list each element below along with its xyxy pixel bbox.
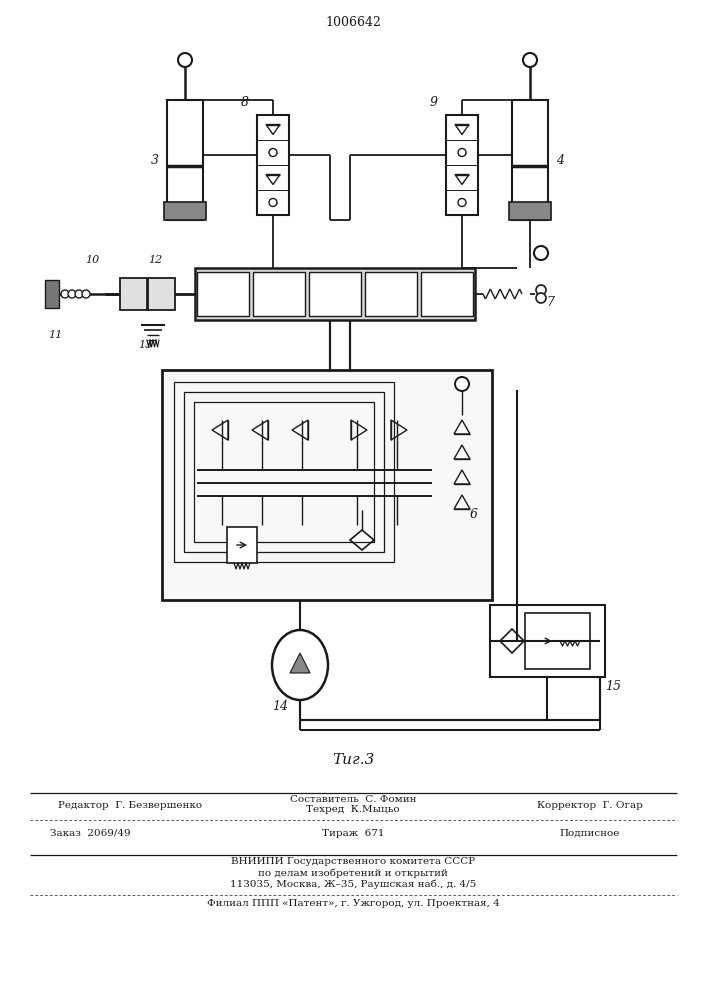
Text: 15: 15	[605, 680, 621, 694]
Text: 13: 13	[138, 340, 152, 350]
Text: Редактор  Г. Безвершенко: Редактор Г. Безвершенко	[58, 800, 202, 810]
Text: Заказ  2069/49: Заказ 2069/49	[49, 828, 130, 838]
Text: 4: 4	[556, 153, 564, 166]
Text: 1006642: 1006642	[325, 15, 381, 28]
Polygon shape	[290, 653, 310, 673]
Circle shape	[455, 377, 469, 391]
Text: ВНИИПИ Государственного комитета СССР: ВНИИПИ Государственного комитета СССР	[231, 857, 475, 866]
Text: Подписное: Подписное	[560, 828, 620, 838]
Circle shape	[178, 53, 192, 67]
Circle shape	[536, 285, 546, 295]
Circle shape	[534, 246, 548, 260]
Text: Составитель  С. Фомин: Составитель С. Фомин	[290, 796, 416, 804]
Text: 10: 10	[85, 255, 99, 265]
Bar	[162, 370, 492, 600]
Text: 12: 12	[148, 255, 162, 265]
Text: 14: 14	[272, 700, 288, 713]
Circle shape	[75, 290, 83, 298]
Ellipse shape	[272, 630, 328, 700]
Circle shape	[458, 198, 466, 207]
Bar	[120, 278, 175, 310]
Text: 113035, Москва, Ж–35, Раушская наб., д. 4/5: 113035, Москва, Ж–35, Раушская наб., д. …	[230, 879, 476, 889]
Text: Корректор  Г. Огар: Корректор Г. Огар	[537, 800, 643, 810]
Circle shape	[61, 290, 69, 298]
Circle shape	[269, 148, 277, 156]
Text: по делам изобретений и открытий: по делам изобретений и открытий	[258, 868, 448, 878]
Bar	[446, 115, 478, 215]
Bar	[309, 272, 361, 316]
Bar	[194, 402, 374, 542]
Bar	[197, 272, 249, 316]
Circle shape	[458, 148, 466, 156]
Bar	[525, 613, 590, 669]
Bar	[167, 100, 203, 220]
Bar	[490, 605, 605, 677]
Bar	[421, 272, 473, 316]
Circle shape	[269, 198, 277, 207]
Bar	[174, 382, 394, 562]
Bar	[195, 268, 475, 320]
Text: 7: 7	[546, 296, 554, 308]
Circle shape	[68, 290, 76, 298]
Bar	[509, 202, 551, 220]
Circle shape	[536, 293, 546, 303]
Bar	[253, 272, 305, 316]
Bar	[164, 202, 206, 220]
Text: Τиг.3: Τиг.3	[332, 753, 374, 767]
Bar	[257, 115, 289, 215]
Bar	[184, 392, 384, 552]
Text: 8: 8	[241, 97, 249, 109]
Text: 6: 6	[470, 508, 478, 522]
Circle shape	[523, 53, 537, 67]
Text: 11: 11	[48, 330, 62, 340]
Bar	[227, 527, 257, 563]
Text: Филиал ППП «Патент», г. Ужгород, ул. Проектная, 4: Филиал ППП «Патент», г. Ужгород, ул. Про…	[206, 898, 499, 908]
Bar	[365, 272, 417, 316]
Text: 3: 3	[151, 153, 159, 166]
Text: Тираж  671: Тираж 671	[322, 828, 384, 838]
Circle shape	[82, 290, 90, 298]
Bar	[45, 280, 59, 308]
Text: Техред  К.Мыцьо: Техред К.Мыцьо	[306, 806, 400, 814]
Bar	[512, 100, 548, 220]
Text: 9: 9	[430, 97, 438, 109]
